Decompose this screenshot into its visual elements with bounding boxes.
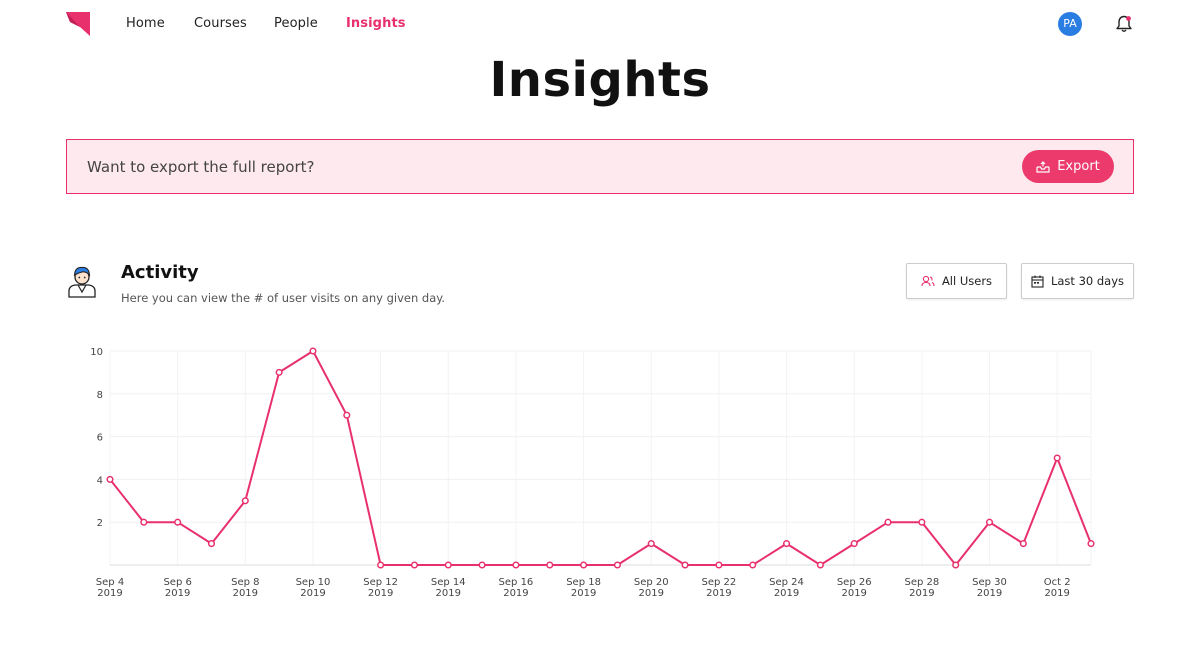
calendar-icon bbox=[1031, 275, 1044, 288]
series-line bbox=[109, 350, 1092, 566]
export-banner: Want to export the full report? Export bbox=[66, 139, 1134, 194]
export-button[interactable]: Export bbox=[1022, 150, 1114, 183]
export-label: Export bbox=[1057, 159, 1100, 174]
x-tick-label: Sep 30 bbox=[972, 577, 1007, 588]
x-tick-year: 2019 bbox=[97, 588, 122, 599]
data-point bbox=[174, 518, 182, 526]
data-point bbox=[478, 561, 486, 569]
x-tick-year: 2019 bbox=[706, 588, 731, 599]
user-avatar-icon bbox=[68, 266, 96, 298]
x-tick-label: Sep 10 bbox=[296, 577, 331, 588]
x-tick-label: Sep 28 bbox=[904, 577, 939, 588]
avatar[interactable]: PA bbox=[1058, 12, 1082, 36]
nav-home[interactable]: Home bbox=[126, 16, 165, 31]
data-point bbox=[546, 561, 554, 569]
data-point bbox=[715, 561, 723, 569]
data-point bbox=[613, 561, 621, 569]
logo-icon[interactable] bbox=[66, 12, 92, 36]
data-point bbox=[343, 411, 351, 419]
data-point bbox=[207, 540, 216, 548]
x-tick-year: 2019 bbox=[977, 588, 1002, 599]
data-point bbox=[850, 540, 858, 548]
x-tick-year: 2019 bbox=[774, 588, 799, 599]
x-tick-label: Sep 4 bbox=[96, 577, 124, 588]
data-point bbox=[410, 561, 418, 569]
y-tick-label: 10 bbox=[90, 347, 103, 358]
data-point bbox=[1053, 454, 1061, 462]
data-point bbox=[512, 561, 520, 569]
all-users-filter[interactable]: All Users bbox=[906, 263, 1007, 299]
data-point bbox=[309, 347, 317, 355]
data-points bbox=[106, 347, 1095, 569]
x-tick-label: Sep 22 bbox=[702, 577, 737, 588]
data-point bbox=[275, 368, 283, 376]
y-tick-label: 6 bbox=[97, 433, 103, 444]
date-range-filter[interactable]: Last 30 days bbox=[1021, 263, 1134, 299]
x-tick-year: 2019 bbox=[503, 588, 528, 599]
x-tick-year: 2019 bbox=[909, 588, 934, 599]
data-point bbox=[681, 561, 689, 569]
data-point bbox=[580, 561, 588, 569]
top-nav: Home Courses People Insights PA bbox=[0, 0, 1200, 48]
x-tick-year: 2019 bbox=[300, 588, 325, 599]
x-tick-year: 2019 bbox=[1044, 588, 1069, 599]
x-tick-year: 2019 bbox=[368, 588, 393, 599]
data-point bbox=[918, 518, 926, 526]
data-point bbox=[377, 561, 385, 569]
data-point bbox=[816, 561, 824, 569]
chart-grid bbox=[109, 350, 1092, 566]
bell-icon[interactable] bbox=[1114, 14, 1134, 34]
x-tick-label: Sep 18 bbox=[566, 577, 601, 588]
data-point bbox=[647, 540, 655, 548]
data-point bbox=[241, 497, 249, 505]
nav-insights[interactable]: Insights bbox=[346, 16, 406, 31]
x-tick-year: 2019 bbox=[571, 588, 596, 599]
data-point bbox=[749, 561, 757, 569]
data-point bbox=[985, 518, 994, 526]
x-tick-label: Sep 20 bbox=[634, 577, 669, 588]
nav-courses[interactable]: Courses bbox=[194, 16, 247, 31]
all-users-label: All Users bbox=[941, 274, 993, 288]
y-tick-label: 8 bbox=[97, 390, 103, 401]
nav-people[interactable]: People bbox=[274, 16, 318, 31]
x-tick-year: 2019 bbox=[165, 588, 190, 599]
data-point bbox=[884, 518, 892, 526]
x-tick-label: Sep 14 bbox=[431, 577, 466, 588]
data-point bbox=[1087, 540, 1095, 548]
x-tick-year: 2019 bbox=[639, 588, 664, 599]
y-tick-label: 2 bbox=[97, 518, 103, 529]
date-range-label: Last 30 days bbox=[1050, 274, 1125, 288]
data-point bbox=[106, 475, 114, 483]
y-axis-ticks: 2 4 6 8 10 bbox=[90, 347, 103, 529]
x-tick-label: Sep 6 bbox=[163, 577, 191, 588]
x-tick-year: 2019 bbox=[233, 588, 258, 599]
data-point bbox=[444, 561, 452, 569]
activity-title: Activity bbox=[121, 262, 199, 283]
page-title: Insights bbox=[489, 52, 711, 108]
data-point bbox=[1019, 540, 1027, 548]
x-tick-label: Sep 16 bbox=[499, 577, 534, 588]
x-tick-year: 2019 bbox=[436, 588, 461, 599]
x-tick-label: Oct 2 bbox=[1044, 577, 1071, 588]
x-tick-label: Sep 26 bbox=[837, 577, 872, 588]
data-point bbox=[140, 518, 148, 526]
export-tray-icon bbox=[1036, 160, 1050, 173]
x-tick-label: Sep 24 bbox=[769, 577, 804, 588]
data-point bbox=[783, 540, 791, 548]
y-tick-label: 4 bbox=[97, 475, 103, 486]
x-tick-year: 2019 bbox=[841, 588, 866, 599]
banner-text: Want to export the full report? bbox=[87, 158, 315, 176]
x-tick-label: Sep 12 bbox=[363, 577, 398, 588]
data-point bbox=[952, 561, 960, 569]
x-tick-label: Sep 8 bbox=[231, 577, 259, 588]
users-icon bbox=[921, 275, 935, 287]
activity-subtitle: Here you can view the # of user visits o… bbox=[121, 291, 446, 305]
